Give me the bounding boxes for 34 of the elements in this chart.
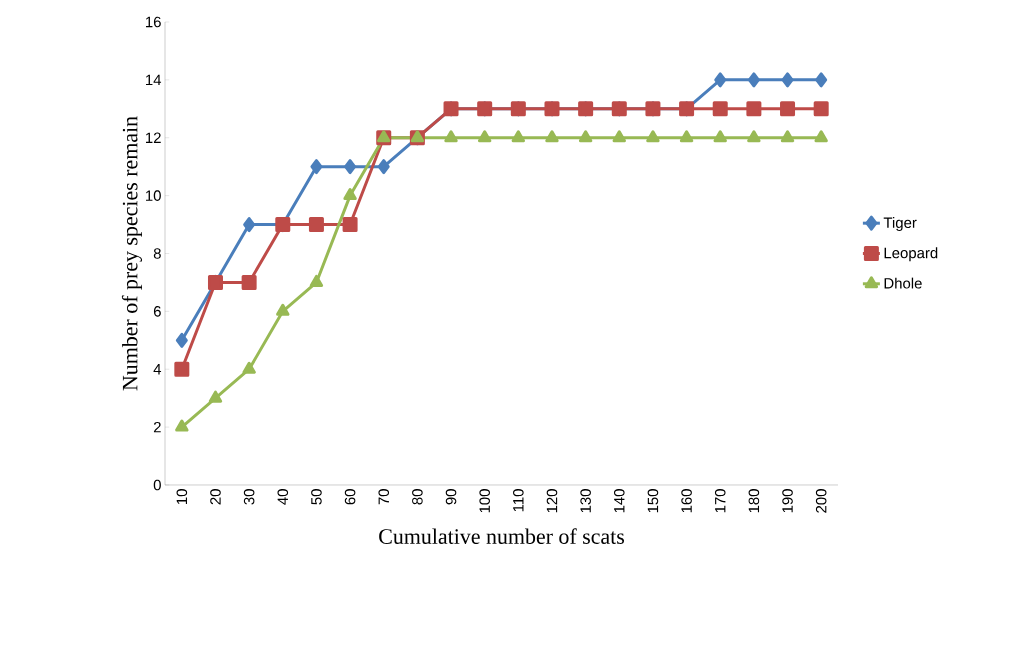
legend-label: Tiger [883, 217, 917, 231]
x-tick-label: 120 [546, 489, 558, 513]
y-tick-label: 2 [153, 421, 161, 433]
y-tick-label: 12 [146, 132, 161, 143]
y-tick-label: 8 [153, 248, 161, 259]
x-axis-title: Cumulative number of scats [379, 528, 625, 544]
x-tick-label: 150 [647, 489, 659, 513]
x-tick-label: 100 [479, 489, 490, 513]
x-tick-label: 130 [580, 489, 591, 513]
y-tick-label: 14 [146, 74, 162, 85]
x-tick-label: 200 [815, 489, 827, 513]
x-tick-label: 70 [378, 489, 390, 505]
legend-label: Dhole [884, 277, 922, 289]
y-tick-label: 6 [153, 306, 161, 317]
x-tick-label: 60 [344, 489, 356, 505]
x-tick-label: 30 [243, 489, 255, 505]
x-tick-label: 90 [445, 489, 457, 505]
x-tick-label: 40 [277, 489, 289, 505]
x-tick-label: 10 [176, 489, 188, 504]
legend-label: Leopard [884, 247, 938, 262]
x-tick-label: 140 [613, 489, 625, 513]
x-tick-label: 110 [513, 489, 524, 512]
x-tick-label: 170 [714, 489, 726, 513]
x-tick-label: 20 [210, 489, 221, 505]
y-tick-label: 10 [146, 190, 161, 201]
x-tick-label: 80 [412, 489, 423, 505]
y-tick-label: 16 [146, 16, 161, 28]
y-tick-label: 0 [153, 479, 161, 491]
y-tick-label: 4 [153, 364, 162, 375]
x-tick-label: 180 [748, 489, 760, 513]
y-axis-title: Number of prey species remain [121, 116, 143, 391]
x-tick-label: 50 [311, 489, 322, 505]
x-tick-label: 160 [681, 489, 692, 513]
x-tick-label: 190 [782, 489, 793, 513]
